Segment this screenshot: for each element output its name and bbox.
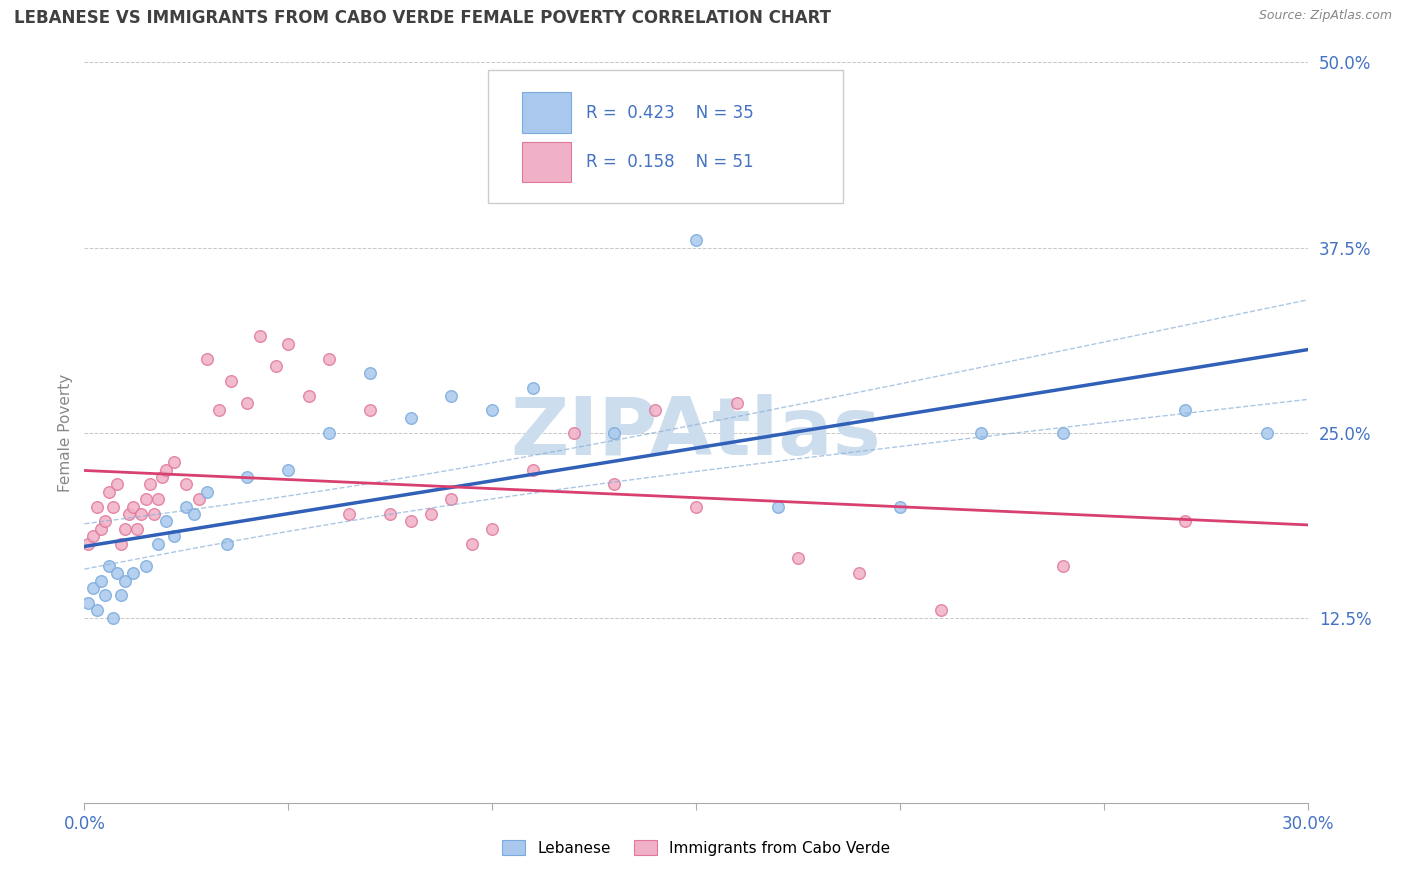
Text: R =  0.423    N = 35: R = 0.423 N = 35 <box>586 103 754 122</box>
Text: ZIPAtlas: ZIPAtlas <box>510 393 882 472</box>
Point <box>1052 558 1074 573</box>
Text: Source: ZipAtlas.com: Source: ZipAtlas.com <box>1258 9 1392 22</box>
Text: LEBANESE VS IMMIGRANTS FROM CABO VERDE FEMALE POVERTY CORRELATION CHART: LEBANESE VS IMMIGRANTS FROM CABO VERDE F… <box>14 9 831 27</box>
Point <box>481 522 503 536</box>
Point <box>644 403 666 417</box>
Point <box>97 558 120 573</box>
Point <box>929 603 952 617</box>
Point <box>146 492 169 507</box>
Point <box>86 603 108 617</box>
Point <box>131 507 153 521</box>
Point <box>277 462 299 476</box>
Point <box>93 515 115 529</box>
Point <box>135 492 157 507</box>
Point <box>183 507 205 521</box>
Point <box>318 351 340 366</box>
Point <box>110 589 132 603</box>
Legend: Lebanese, Immigrants from Cabo Verde: Lebanese, Immigrants from Cabo Verde <box>496 834 896 862</box>
Point <box>562 425 585 440</box>
Point <box>217 536 239 550</box>
Point <box>685 233 707 247</box>
Point <box>522 381 544 395</box>
Point <box>142 507 165 521</box>
FancyBboxPatch shape <box>522 142 571 182</box>
Point <box>236 396 259 410</box>
Point <box>264 359 287 373</box>
Point <box>399 410 422 425</box>
Point <box>174 477 197 491</box>
Point <box>970 425 993 440</box>
Point <box>105 566 128 581</box>
Point <box>146 536 169 550</box>
Point <box>122 566 145 581</box>
Point <box>848 566 870 581</box>
Point <box>86 500 108 514</box>
Point <box>97 484 120 499</box>
Point <box>420 507 443 521</box>
Point <box>1174 515 1197 529</box>
Point <box>110 536 132 550</box>
Point <box>725 396 748 410</box>
Point <box>105 477 128 491</box>
Point <box>208 403 231 417</box>
Point <box>889 500 911 514</box>
Point <box>90 574 112 588</box>
Point <box>127 522 149 536</box>
Point <box>101 500 124 514</box>
Point <box>1052 425 1074 440</box>
Point <box>93 589 115 603</box>
Point <box>82 529 104 543</box>
Point <box>90 522 112 536</box>
Point <box>440 388 463 402</box>
Point <box>318 425 340 440</box>
Point <box>440 492 463 507</box>
Point <box>461 536 484 550</box>
Point <box>77 536 100 550</box>
Point <box>138 477 160 491</box>
Point <box>603 425 626 440</box>
FancyBboxPatch shape <box>488 70 842 203</box>
Point <box>277 336 299 351</box>
Point <box>359 403 381 417</box>
Point <box>1256 425 1278 440</box>
Point <box>114 574 136 588</box>
Point <box>380 507 402 521</box>
Text: R =  0.158    N = 51: R = 0.158 N = 51 <box>586 153 754 171</box>
Y-axis label: Female Poverty: Female Poverty <box>58 374 73 491</box>
Point <box>101 610 124 624</box>
Point <box>135 558 157 573</box>
Point <box>298 388 321 402</box>
Point <box>603 477 626 491</box>
Point <box>236 470 259 484</box>
Point <box>77 596 100 610</box>
Point <box>481 403 503 417</box>
Point <box>195 484 218 499</box>
Point <box>150 470 173 484</box>
Point <box>1174 403 1197 417</box>
Point <box>195 351 218 366</box>
Point <box>174 500 197 514</box>
Point <box>522 462 544 476</box>
Point <box>155 462 177 476</box>
Point <box>359 367 381 381</box>
Point <box>399 515 422 529</box>
Point <box>766 500 789 514</box>
Point <box>122 500 145 514</box>
FancyBboxPatch shape <box>522 92 571 133</box>
Point <box>118 507 141 521</box>
Point <box>685 500 707 514</box>
Point <box>82 581 104 595</box>
Point <box>249 329 271 343</box>
Point <box>787 551 810 566</box>
Point <box>187 492 209 507</box>
Point <box>163 529 186 543</box>
Point <box>339 507 361 521</box>
Point <box>219 374 242 388</box>
Point <box>114 522 136 536</box>
Point <box>155 515 177 529</box>
Point <box>163 455 186 469</box>
